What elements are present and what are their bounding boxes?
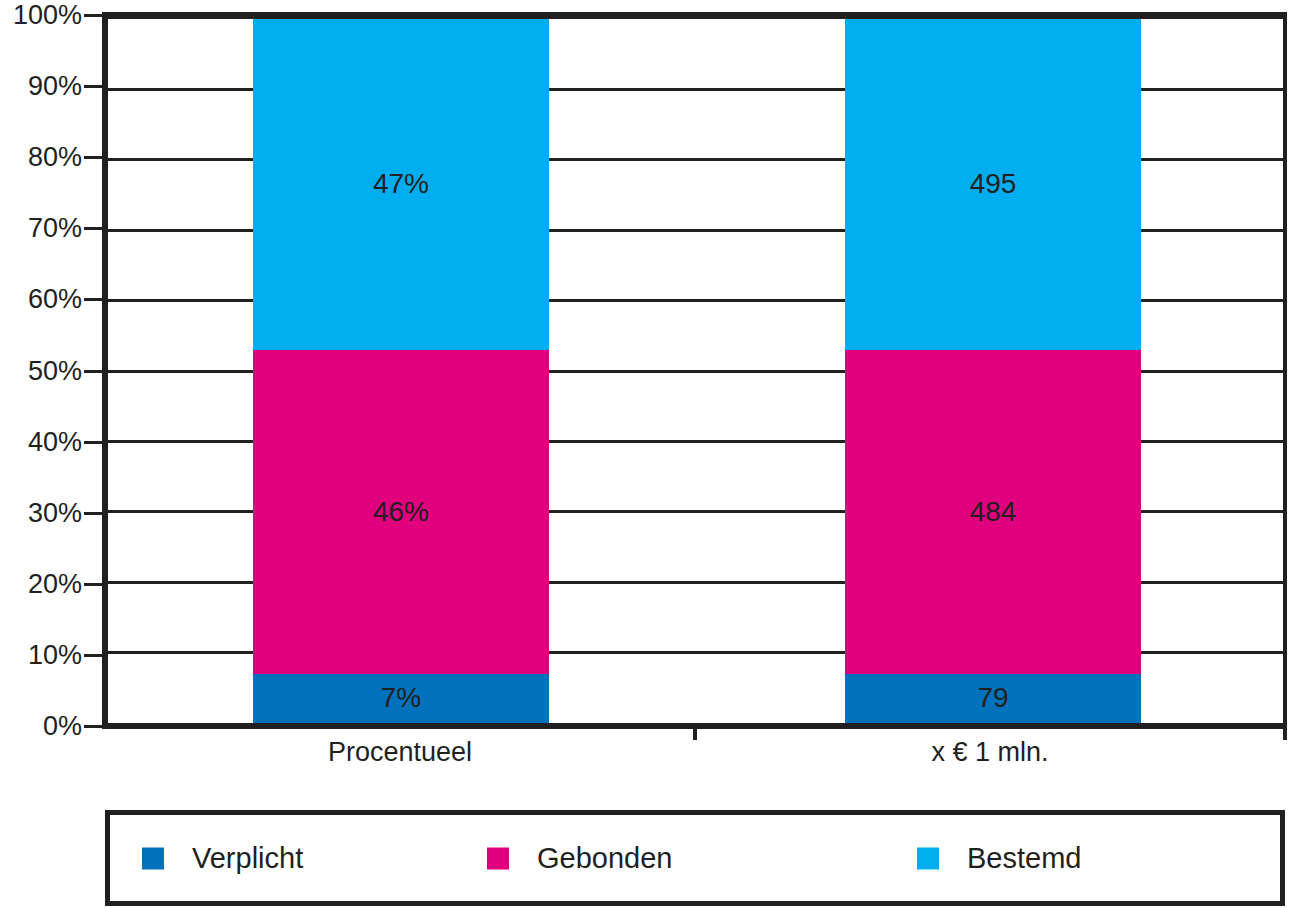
segment-value-label: 495 — [970, 168, 1017, 200]
y-tick-label-30: 30% — [2, 496, 82, 530]
segment-value-label: 7% — [381, 682, 421, 714]
legend-item-bestemd: Bestemd — [917, 842, 1081, 875]
category-label-procentueel: Procentueel — [240, 737, 560, 768]
segment-bestemd-procentueel: 47% — [253, 19, 549, 350]
segment-verplicht-procentueel: 7% — [253, 674, 549, 723]
y-tick-70 — [84, 227, 102, 230]
y-tick-label-100: 100% — [2, 0, 82, 32]
y-tick-30 — [84, 512, 102, 515]
plot-inner: 7% 46% 47% 79 484 495 — [108, 19, 1283, 723]
x-axis-tick-mid — [693, 729, 697, 740]
segment-value-label: 46% — [373, 496, 429, 528]
legend-swatch-verplicht — [142, 847, 164, 869]
x-axis-tick-right — [1283, 729, 1287, 740]
legend-item-gebonden: Gebonden — [487, 842, 672, 875]
legend-label-gebonden: Gebonden — [537, 842, 672, 875]
y-tick-50 — [84, 370, 102, 373]
bar-x-1-mln: 79 484 495 — [845, 19, 1141, 723]
segment-bestemd-x-1-mln: 495 — [845, 19, 1141, 350]
y-tick-label-20: 20% — [2, 567, 82, 601]
y-tick-label-70: 70% — [2, 211, 82, 245]
y-tick-label-60: 60% — [2, 282, 82, 316]
category-label-x-1-mln: x € 1 mln. — [830, 737, 1150, 768]
y-tick-60 — [84, 298, 102, 301]
y-tick-90 — [84, 85, 102, 88]
segment-value-label: 47% — [373, 168, 429, 200]
y-tick-40 — [84, 441, 102, 444]
segment-value-label: 484 — [970, 496, 1017, 528]
legend-label-verplicht: Verplicht — [192, 842, 303, 875]
plot-area: 7% 46% 47% 79 484 495 — [102, 12, 1287, 729]
segment-gebonden-procentueel: 46% — [253, 350, 549, 674]
segment-value-label: 79 — [977, 682, 1008, 714]
y-tick-0 — [84, 725, 102, 728]
y-tick-80 — [84, 156, 102, 159]
segment-gebonden-x-1-mln: 484 — [845, 350, 1141, 674]
legend-swatch-bestemd — [917, 847, 939, 869]
segment-verplicht-x-1-mln: 79 — [845, 674, 1141, 723]
y-tick-label-10: 10% — [2, 638, 82, 672]
legend-item-verplicht: Verplicht — [142, 842, 303, 875]
legend-swatch-gebonden — [487, 847, 509, 869]
y-tick-label-40: 40% — [2, 425, 82, 459]
y-tick-100 — [84, 14, 102, 17]
legend-label-bestemd: Bestemd — [967, 842, 1081, 875]
stacked-bar-chart-page: { "chart_data": { "type": "bar", "stacke… — [0, 0, 1289, 908]
y-tick-10 — [84, 654, 102, 657]
y-tick-20 — [84, 583, 102, 586]
legend: Verplicht Gebonden Bestemd — [105, 810, 1285, 906]
y-tick-label-50: 50% — [2, 354, 82, 388]
y-tick-label-80: 80% — [2, 140, 82, 174]
y-tick-label-0: 0% — [2, 709, 82, 743]
bar-procentueel: 7% 46% 47% — [253, 19, 549, 723]
y-tick-label-90: 90% — [2, 69, 82, 103]
